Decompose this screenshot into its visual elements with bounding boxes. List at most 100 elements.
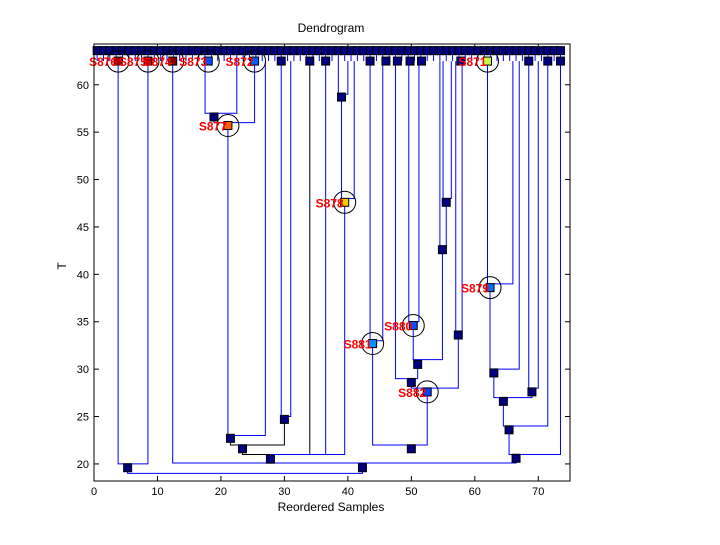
dendrogram-link xyxy=(337,61,349,95)
node-label: S878 xyxy=(316,196,344,210)
highlight-circle xyxy=(475,49,499,73)
x-tick-label: 70 xyxy=(532,486,544,498)
x-axis-label: Reordered Samples xyxy=(278,500,385,514)
x-tick-label: 40 xyxy=(342,486,354,498)
highlight-circle xyxy=(401,314,425,338)
node-marker xyxy=(511,453,521,463)
node-marker xyxy=(238,444,248,454)
highlight-marker xyxy=(482,56,492,66)
dendrogram-link xyxy=(242,61,311,455)
node-marker xyxy=(321,56,331,66)
dendrogram-link xyxy=(229,419,285,446)
dendrogram-link xyxy=(489,61,520,370)
chart-title: Dendrogram xyxy=(298,21,365,35)
y-tick-label: 55 xyxy=(77,127,89,139)
y-tick-label: 25 xyxy=(77,412,89,424)
node-marker xyxy=(524,56,534,66)
x-tick-label: 0 xyxy=(91,486,97,498)
node-marker xyxy=(381,56,391,66)
highlight-circle xyxy=(333,190,357,214)
node-marker xyxy=(337,92,347,102)
highlight-circle xyxy=(136,49,160,73)
node-label: S873 xyxy=(179,55,207,69)
highlight-marker xyxy=(223,121,233,131)
node-marker xyxy=(123,463,133,473)
dendrogram-link xyxy=(117,61,149,465)
x-tick-label: 50 xyxy=(405,486,417,498)
x-tick-label: 20 xyxy=(215,486,227,498)
y-tick-label: 50 xyxy=(77,175,89,187)
node-marker xyxy=(437,245,447,255)
node-label: S879 xyxy=(461,282,489,296)
highlight-marker xyxy=(143,56,153,66)
node-label: S881 xyxy=(344,338,372,352)
links-layer xyxy=(117,61,561,474)
highlight-circle xyxy=(196,49,220,73)
dendrogram-link xyxy=(508,61,561,455)
node-marker xyxy=(543,56,553,66)
node-marker xyxy=(527,387,537,397)
node-marker xyxy=(265,454,275,464)
x-tick-label: 10 xyxy=(151,486,163,498)
node-marker xyxy=(504,425,514,435)
dendrogram-link xyxy=(280,61,292,418)
ticks-layer: 0 10 20 30 40 50 60 70 20 25 30 35 40 45 50 55 60 xyxy=(77,44,570,498)
dendrogram-link xyxy=(486,61,514,285)
node-label: S872 xyxy=(226,55,254,69)
highlight-circle xyxy=(478,276,502,300)
highlight-marker xyxy=(250,56,260,66)
axes-box xyxy=(93,43,571,482)
nodes-layer xyxy=(123,56,565,473)
highlight-marker xyxy=(203,56,213,66)
y-tick-label: 45 xyxy=(77,222,89,234)
highlight-circle xyxy=(216,114,240,138)
dendrogram-link xyxy=(127,467,363,474)
node-label: S874 xyxy=(144,55,172,69)
node-marker xyxy=(498,396,508,406)
node-marker xyxy=(453,330,463,340)
node-marker xyxy=(365,56,375,66)
highlight-marker xyxy=(485,283,495,293)
node-label: S871 xyxy=(458,55,486,69)
node-marker xyxy=(392,56,402,66)
y-tick-label: 20 xyxy=(77,459,89,471)
node-label: S882 xyxy=(398,386,426,400)
dendrogram-link xyxy=(369,61,384,342)
highlight-marker xyxy=(408,321,418,331)
node-label: S875 xyxy=(119,55,147,69)
node-marker xyxy=(279,414,289,424)
node-marker xyxy=(209,112,219,122)
node-label: S877 xyxy=(199,120,227,134)
dendrogram-link xyxy=(502,61,549,427)
node-marker xyxy=(441,197,451,207)
y-tick-label: 40 xyxy=(77,269,89,281)
node-marker xyxy=(406,444,416,454)
y-axis-label: T xyxy=(55,262,69,270)
node-marker xyxy=(225,433,235,443)
node-marker xyxy=(276,56,286,66)
node-marker xyxy=(413,359,423,369)
highlight-circle xyxy=(361,332,385,356)
highlight-circle xyxy=(161,49,185,73)
dendrogram-link xyxy=(394,61,419,380)
dendrogram-link xyxy=(408,61,420,323)
dendrogram-link xyxy=(412,249,443,361)
node-marker xyxy=(456,56,466,66)
dendrogram-link xyxy=(227,61,266,436)
highlight-marker xyxy=(168,56,178,66)
leaf-marker xyxy=(555,46,565,56)
y-tick-label: 35 xyxy=(77,317,89,329)
highlight-marker xyxy=(340,197,350,207)
node-marker xyxy=(489,368,499,378)
y-tick-label: 30 xyxy=(77,364,89,376)
node-marker xyxy=(357,463,367,473)
highlight-circle xyxy=(243,49,267,73)
highlight-marker xyxy=(113,56,123,66)
dendrogram-link xyxy=(372,343,428,446)
dendrogram-link xyxy=(204,61,238,114)
node-marker xyxy=(405,56,415,66)
highlight-marker xyxy=(368,339,378,349)
